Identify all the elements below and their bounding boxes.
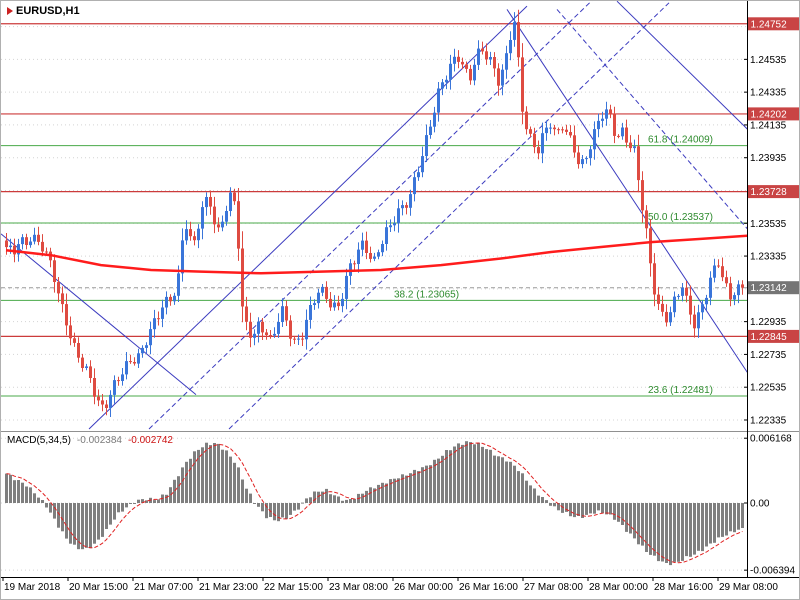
macd-axis-label: 0.00 xyxy=(750,499,770,510)
time-axis-label: 28 Mar 00:00 xyxy=(589,582,648,593)
price-axis-label: 1.24535 xyxy=(750,55,787,66)
price-badge-label: 1.24202 xyxy=(751,109,788,120)
time-axis-label: 27 Mar 08:00 xyxy=(524,582,583,593)
fib-level-label: 50.0 (1.23537) xyxy=(648,212,713,223)
symbol-marker-icon xyxy=(7,7,13,15)
time-axis-label: 26 Mar 00:00 xyxy=(394,582,453,593)
macd-name: MACD(5,34,5) xyxy=(7,435,71,446)
moving-average-line[interactable] xyxy=(5,234,749,275)
price-badge xyxy=(748,281,799,295)
time-axis-label: 20 Mar 15:00 xyxy=(69,582,128,593)
price-axis-label: 1.22535 xyxy=(750,383,787,394)
trend-lines[interactable] xyxy=(1,1,749,430)
price-axis-label: 1.23935 xyxy=(750,153,787,164)
time-axis-label: 21 Mar 07:00 xyxy=(134,582,193,593)
symbol-period-text: EURUSD,H1 xyxy=(16,5,80,17)
fib-level-label: 61.8 (1.24009) xyxy=(648,135,713,146)
price-axis-label: 1.22935 xyxy=(750,317,787,328)
fibonacci-levels[interactable]: 61.8 (1.24009) 50.0 (1.23537) 38.2 (1.2306… xyxy=(1,135,747,397)
symbol-period-label: EURUSD,H1 xyxy=(7,5,80,17)
price-badge xyxy=(748,17,799,31)
time-axis-label: 22 Mar 15:00 xyxy=(264,582,323,593)
time-axis-label: 29 Mar 08:00 xyxy=(719,582,778,593)
price-axis[interactable]: 1.24535 1.24335 1.24135 1.23935 1.23535 1.233… xyxy=(744,55,787,427)
candles xyxy=(5,9,744,417)
price-badge xyxy=(748,329,799,343)
time-axis-label: 21 Mar 23:00 xyxy=(199,582,258,593)
price-axis-label: 1.23335 xyxy=(750,252,787,263)
price-badge-label: 1.23142 xyxy=(751,283,788,294)
horizontal-price-lines[interactable] xyxy=(1,23,747,337)
time-axis-label: 19 Mar 2018 xyxy=(4,582,61,593)
macd-main-value: -0.002384 xyxy=(76,435,122,446)
fib-level-label: 23.6 (1.22481) xyxy=(648,385,713,396)
price-axis-label: 1.22335 xyxy=(750,416,787,427)
price-badge xyxy=(748,185,799,199)
macd-histogram xyxy=(5,441,744,566)
price-badges: 1.24752 1.24202 1.23728 1.23142 1.22845 xyxy=(748,17,799,343)
price-axis-label: 1.23535 xyxy=(750,219,787,230)
price-axis-label: 1.22735 xyxy=(750,350,787,361)
price-badge xyxy=(748,107,799,121)
price-axis-label: 1.24335 xyxy=(750,88,787,99)
time-axis-label: 26 Mar 16:00 xyxy=(459,582,518,593)
price-badge-label: 1.23728 xyxy=(751,187,788,198)
price-badge-label: 1.22845 xyxy=(751,332,788,343)
time-axis-label: 28 Mar 16:00 xyxy=(654,582,713,593)
macd-axis[interactable]: 0.006168 0.00 -0.006394 xyxy=(744,434,795,577)
macd-signal-value: -0.002742 xyxy=(127,435,173,446)
macd-axis-label: -0.006394 xyxy=(750,566,795,577)
price-axis-label: 1.24135 xyxy=(750,120,787,131)
time-axis-label: 23 Mar 08:00 xyxy=(329,582,388,593)
fib-level-label: 38.2 (1.23065) xyxy=(394,289,459,300)
price-badge-label: 1.24752 xyxy=(751,19,788,30)
macd-axis-label: 0.006168 xyxy=(750,434,792,445)
time-axis[interactable]: 19 Mar 2018 20 Mar 15:00 21 Mar 07:00 21 Ma… xyxy=(2,577,778,593)
macd-indicator-label: MACD(5,34,5) -0.002384 -0.002742 xyxy=(7,435,173,446)
macd-signal-line xyxy=(6,442,743,564)
